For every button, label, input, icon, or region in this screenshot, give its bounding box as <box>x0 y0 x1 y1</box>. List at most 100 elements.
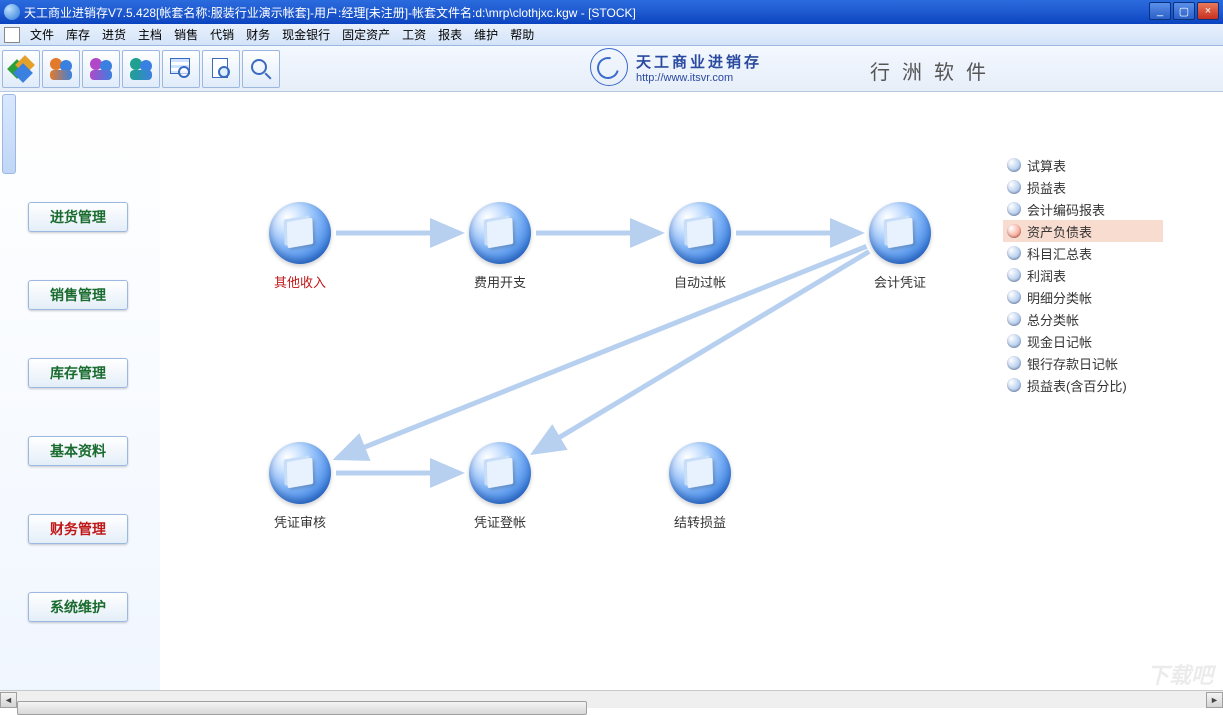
orb-icon <box>269 202 331 264</box>
report-item-label: 试算表 <box>1027 156 1066 175</box>
report-item-0[interactable]: 试算表 <box>1003 154 1163 176</box>
report-item-2[interactable]: 会计编码报表 <box>1003 198 1163 220</box>
users3-icon[interactable] <box>122 50 160 88</box>
minimize-button[interactable]: _ <box>1149 2 1171 20</box>
flow-node-n1[interactable]: 其他收入 <box>240 202 360 291</box>
flow-node-label: 自动过帐 <box>640 272 760 291</box>
bullet-icon <box>1007 334 1021 348</box>
cube-icon[interactable] <box>2 50 40 88</box>
app-icon <box>4 4 20 20</box>
menu-item-12[interactable]: 帮助 <box>504 28 540 42</box>
report-item-label: 利润表 <box>1027 266 1066 285</box>
flow-node-n6[interactable]: 凭证登帐 <box>440 442 560 531</box>
sidebar-button-1[interactable]: 销售管理 <box>28 280 128 310</box>
flow-node-label: 会计凭证 <box>840 272 960 291</box>
brand-text: 天工商业进销存 http://www.itsvr.com <box>636 51 762 84</box>
grid-search-icon[interactable] <box>162 50 200 88</box>
flow-node-n5[interactable]: 凭证审核 <box>240 442 360 531</box>
report-list: 试算表损益表会计编码报表资产负债表科目汇总表利润表明细分类帐总分类帐现金日记帐银… <box>1003 154 1163 396</box>
sidebar-tab[interactable] <box>2 94 16 174</box>
flow-node-label: 结转损益 <box>640 512 760 531</box>
report-item-label: 明细分类帐 <box>1027 288 1092 307</box>
menu-item-4[interactable]: 销售 <box>168 28 204 42</box>
orb-icon <box>469 442 531 504</box>
orb-icon <box>469 202 531 264</box>
menubar: 文件库存进货主档销售代销财务现金银行固定资产工资报表维护帮助 <box>0 24 1223 46</box>
scroll-right-button[interactable]: ► <box>1206 692 1223 708</box>
brand-url: http://www.itsvr.com <box>636 72 762 84</box>
zoom-doc-icon[interactable] <box>202 50 240 88</box>
window-buttons: _ ▢ × <box>1149 2 1219 20</box>
toolbar: 天工商业进销存 http://www.itsvr.com 行洲软件 <box>0 46 1223 92</box>
sidebar-button-4[interactable]: 财务管理 <box>28 514 128 544</box>
menu-item-7[interactable]: 现金银行 <box>276 28 336 42</box>
menu-item-8[interactable]: 固定资产 <box>336 28 396 42</box>
workspace: 进货管理销售管理库存管理基本资料财务管理系统维护 其他收入 费用开支 自动过帐 会计凭… <box>0 92 1223 708</box>
report-item-label: 会计编码报表 <box>1027 200 1105 219</box>
menu-item-2[interactable]: 进货 <box>96 28 132 42</box>
users1-icon[interactable] <box>42 50 80 88</box>
flow-node-label: 凭证审核 <box>240 512 360 531</box>
users2-icon[interactable] <box>82 50 120 88</box>
flow-node-n4[interactable]: 会计凭证 <box>840 202 960 291</box>
menu-item-10[interactable]: 报表 <box>432 28 468 42</box>
flow-node-label: 费用开支 <box>440 272 560 291</box>
report-item-label: 资产负债表 <box>1027 222 1092 241</box>
menu-item-9[interactable]: 工资 <box>396 28 432 42</box>
watermark: 下载吧 <box>1147 658 1213 690</box>
menu-item-3[interactable]: 主档 <box>132 28 168 42</box>
report-item-3[interactable]: 资产负债表 <box>1003 220 1163 242</box>
horizontal-scrollbar[interactable]: ◄ ► <box>0 690 1223 708</box>
window-title: 天工商业进销存V7.5.428[帐套名称:服装行业演示帐套]-用户:经理[未注册… <box>24 4 636 21</box>
menu-item-11[interactable]: 维护 <box>468 28 504 42</box>
bullet-icon <box>1007 202 1021 216</box>
menu-item-5[interactable]: 代销 <box>204 28 240 42</box>
scroll-left-button[interactable]: ◄ <box>0 692 17 708</box>
report-item-9[interactable]: 银行存款日记帐 <box>1003 352 1163 374</box>
brand-area: 天工商业进销存 http://www.itsvr.com <box>590 48 762 86</box>
sidebar-button-0[interactable]: 进货管理 <box>28 202 128 232</box>
report-item-8[interactable]: 现金日记帐 <box>1003 330 1163 352</box>
bullet-icon <box>1007 158 1021 172</box>
report-item-4[interactable]: 科目汇总表 <box>1003 242 1163 264</box>
sidebar-button-3[interactable]: 基本资料 <box>28 436 128 466</box>
brand-logo-icon <box>590 48 628 86</box>
flow-node-label: 其他收入 <box>240 272 360 291</box>
report-item-label: 损益表(含百分比) <box>1027 376 1127 395</box>
flow-node-n7[interactable]: 结转损益 <box>640 442 760 531</box>
bullet-icon <box>1007 378 1021 392</box>
sidebar: 进货管理销售管理库存管理基本资料财务管理系统维护 <box>0 92 160 708</box>
orb-icon <box>869 202 931 264</box>
report-item-10[interactable]: 损益表(含百分比) <box>1003 374 1163 396</box>
menu-item-6[interactable]: 财务 <box>240 28 276 42</box>
report-item-label: 银行存款日记帐 <box>1027 354 1118 373</box>
report-item-7[interactable]: 总分类帐 <box>1003 308 1163 330</box>
bullet-icon <box>1007 312 1021 326</box>
bullet-icon <box>1007 290 1021 304</box>
sidebar-button-5[interactable]: 系统维护 <box>28 592 128 622</box>
menu-item-1[interactable]: 库存 <box>60 28 96 42</box>
flow-node-n2[interactable]: 费用开支 <box>440 202 560 291</box>
report-item-5[interactable]: 利润表 <box>1003 264 1163 286</box>
menu-item-0[interactable]: 文件 <box>24 28 60 42</box>
company-name: 行洲软件 <box>870 56 998 85</box>
bullet-icon <box>1007 224 1021 238</box>
bullet-icon <box>1007 246 1021 260</box>
flow-node-label: 凭证登帐 <box>440 512 560 531</box>
orb-icon <box>669 442 731 504</box>
report-item-label: 科目汇总表 <box>1027 244 1092 263</box>
flow-node-n3[interactable]: 自动过帐 <box>640 202 760 291</box>
report-item-6[interactable]: 明细分类帐 <box>1003 286 1163 308</box>
system-menu-icon[interactable] <box>4 27 20 43</box>
report-item-1[interactable]: 损益表 <box>1003 176 1163 198</box>
titlebar: 天工商业进销存V7.5.428[帐套名称:服装行业演示帐套]-用户:经理[未注册… <box>0 0 1223 24</box>
magnifier-icon[interactable] <box>242 50 280 88</box>
orb-icon <box>669 202 731 264</box>
bullet-icon <box>1007 268 1021 282</box>
close-button[interactable]: × <box>1197 2 1219 20</box>
sidebar-button-2[interactable]: 库存管理 <box>28 358 128 388</box>
report-item-label: 损益表 <box>1027 178 1066 197</box>
maximize-button[interactable]: ▢ <box>1173 2 1195 20</box>
report-item-label: 总分类帐 <box>1027 310 1079 329</box>
report-item-label: 现金日记帐 <box>1027 332 1092 351</box>
